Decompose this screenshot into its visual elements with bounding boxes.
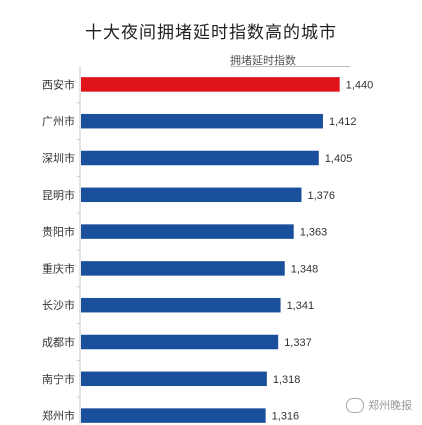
bar-value-label: 1,341 xyxy=(287,300,315,312)
category-label: 成都市 xyxy=(42,335,75,349)
category-label: 广州市 xyxy=(42,114,75,128)
category-label: 郑州市 xyxy=(42,409,75,423)
bar xyxy=(81,113,323,129)
bar xyxy=(81,297,281,313)
category-label: 深圳市 xyxy=(42,151,75,165)
bar-value-label: 1,440 xyxy=(346,79,374,91)
bar xyxy=(81,77,340,92)
series-label-underline xyxy=(230,66,350,67)
bar-value-label: 1,405 xyxy=(325,153,353,165)
category-label: 重庆市 xyxy=(42,261,75,275)
bar xyxy=(81,261,285,276)
bar xyxy=(81,371,267,387)
bar-value-label: 1,348 xyxy=(291,263,319,275)
bar xyxy=(81,187,302,203)
bar-value-label: 1,316 xyxy=(272,411,300,423)
category-label: 昆明市 xyxy=(42,188,75,202)
bar-value-label: 1,376 xyxy=(307,190,335,202)
chart-title: 十大夜间拥堵延时指数高的城市 xyxy=(85,23,337,42)
category-label: 西安市 xyxy=(42,77,75,91)
bar xyxy=(81,150,319,166)
bar-value-label: 1,337 xyxy=(284,337,312,349)
watermark-text: 郑州晚报 xyxy=(368,400,412,412)
bar xyxy=(81,334,279,350)
wechat-icon xyxy=(346,397,364,413)
watermark: 郑州晚报 xyxy=(346,397,412,413)
category-label: 南宁市 xyxy=(42,372,75,386)
bar-value-label: 1,412 xyxy=(329,116,357,128)
bar-value-label: 1,363 xyxy=(300,227,328,239)
bar-value-label: 1,318 xyxy=(273,374,301,386)
category-label: 贵阳市 xyxy=(42,225,75,239)
bar xyxy=(81,224,294,239)
category-label: 长沙市 xyxy=(42,298,75,312)
bar xyxy=(81,408,266,423)
series-label: 拥堵延时指数 xyxy=(230,55,296,67)
